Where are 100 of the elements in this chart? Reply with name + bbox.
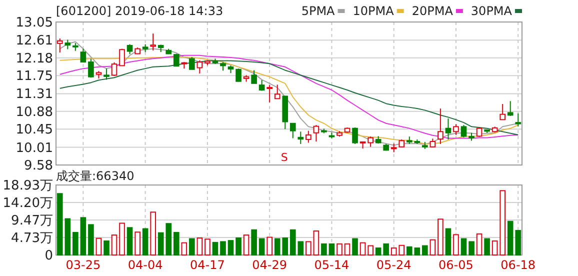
candlestick [64, 39, 71, 50]
candlestick [251, 70, 257, 84]
candlestick [313, 124, 320, 142]
bar [228, 240, 234, 256]
bar [360, 242, 366, 256]
legend-label: 5PMA [301, 4, 336, 18]
bar [368, 245, 374, 256]
x-tick-label: 04-17 [190, 258, 225, 272]
bar [484, 238, 490, 256]
x-tick-label: 03-25 [66, 258, 101, 272]
y-tick-label: 14.20万 [2, 196, 53, 211]
x-tick-label: 06-05 [438, 258, 474, 272]
y-tick-label: 12.61 [16, 34, 53, 49]
bar [80, 217, 86, 256]
candlestick [173, 53, 180, 67]
bar [126, 227, 133, 256]
bar [321, 243, 327, 256]
candlestick [236, 68, 242, 82]
candlestick [274, 84, 280, 100]
bar [212, 242, 218, 256]
bar [119, 222, 125, 256]
y-tick-label: 10.45 [16, 122, 53, 138]
bar [104, 240, 110, 256]
y-tick-label: 12.18 [16, 51, 53, 66]
bar [336, 243, 342, 256]
x-tick-label: 05-14 [314, 258, 350, 272]
annotation: S [280, 151, 288, 164]
candlestick [368, 136, 374, 148]
legend-label: 10PMA [352, 4, 395, 18]
candlestick [306, 130, 312, 144]
candlestick [196, 60, 203, 74]
candlestick [56, 38, 63, 53]
bar [88, 224, 94, 256]
candlestick [507, 100, 514, 116]
bar [258, 238, 265, 256]
bar [375, 247, 382, 256]
bar [204, 238, 210, 256]
bar [243, 234, 250, 256]
candlestick [266, 84, 272, 103]
x-tick-label: 05-24 [376, 258, 412, 272]
y-tick-label: 11.75 [16, 69, 53, 84]
bar [352, 238, 358, 256]
y-tick-label: 9.47万 [11, 213, 53, 228]
bar [383, 243, 389, 256]
candlestick [515, 112, 522, 127]
candlestick [298, 131, 304, 144]
bar [328, 243, 335, 256]
candlestick [80, 48, 86, 62]
bar [430, 239, 436, 256]
candlestick [104, 68, 110, 80]
candlestick [453, 124, 459, 136]
x-tick-label: 04-04 [128, 258, 163, 272]
chart-title: [601200] 2019-06-18 14:33 [56, 4, 224, 18]
candlestick [150, 33, 156, 51]
candlestick [126, 44, 133, 55]
legend-label: 20PMA [412, 4, 454, 18]
bar [313, 230, 320, 256]
bar [460, 238, 467, 256]
bar [96, 238, 102, 256]
bar [196, 237, 203, 256]
bar [72, 232, 78, 256]
bar [266, 236, 272, 256]
candlestick [119, 48, 125, 66]
candlestick [352, 127, 358, 144]
candlestick [290, 122, 296, 139]
candlestick [438, 108, 444, 144]
candlestick [189, 56, 195, 70]
y-tick-label: 10.01 [16, 140, 53, 156]
bar [142, 228, 148, 256]
bar [173, 232, 180, 256]
bar [422, 245, 428, 256]
bar [251, 229, 257, 256]
bar [134, 232, 140, 256]
candlestick [460, 124, 467, 138]
bar [181, 242, 188, 256]
bar [111, 234, 118, 256]
bar [468, 241, 474, 256]
x-tick-label: 04-29 [252, 258, 288, 272]
bar [150, 212, 156, 256]
y-tick-label: 13.05 [16, 16, 53, 30]
legend-label: 30PMA [470, 4, 513, 18]
bar [438, 218, 444, 256]
candlestick [258, 80, 265, 92]
candlestick [445, 118, 452, 140]
bar [236, 237, 242, 256]
bar [445, 228, 452, 256]
candlestick [111, 62, 118, 76]
bar [476, 233, 482, 256]
y-tick-label: 0 [44, 248, 53, 264]
candlestick [88, 58, 94, 78]
x-tick-label: 06-18 [500, 258, 536, 272]
y-tick-label: 11.31 [16, 87, 53, 102]
y-tick-label: 18.93万 [2, 178, 53, 194]
bar [453, 234, 459, 256]
y-tick-label: 10.88 [16, 104, 53, 120]
bar [500, 190, 506, 256]
candlestick [500, 104, 506, 120]
y-tick-label: 9.58 [24, 158, 53, 174]
bar [189, 238, 195, 256]
bar [344, 243, 350, 256]
